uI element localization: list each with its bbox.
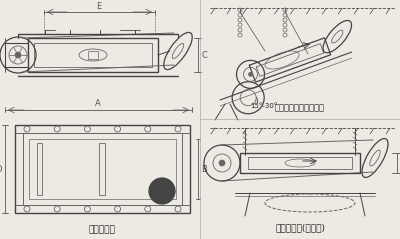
Text: 安装示意图(水平式): 安装示意图(水平式) xyxy=(275,223,325,232)
Text: A: A xyxy=(95,99,101,108)
Bar xyxy=(99,143,105,195)
Circle shape xyxy=(155,184,169,198)
Bar xyxy=(154,184,170,198)
Bar xyxy=(23,133,182,205)
Text: D: D xyxy=(0,164,2,174)
Text: E: E xyxy=(96,2,102,11)
Text: 15°-30°: 15°-30° xyxy=(250,103,277,109)
Circle shape xyxy=(219,160,225,166)
Bar xyxy=(248,157,352,169)
Text: C: C xyxy=(201,50,207,60)
Circle shape xyxy=(149,178,175,204)
Bar xyxy=(88,51,98,59)
Text: 外形尺寸图: 外形尺寸图 xyxy=(88,225,116,234)
Bar xyxy=(37,143,42,195)
Circle shape xyxy=(15,52,21,58)
Bar xyxy=(34,43,152,67)
Bar xyxy=(15,125,190,213)
Bar xyxy=(240,153,360,173)
Text: B: B xyxy=(201,164,207,174)
Bar xyxy=(28,38,158,72)
Text: 安装示意图（倾斜式）: 安装示意图（倾斜式） xyxy=(275,103,325,112)
Circle shape xyxy=(248,72,252,76)
Bar xyxy=(29,139,176,199)
